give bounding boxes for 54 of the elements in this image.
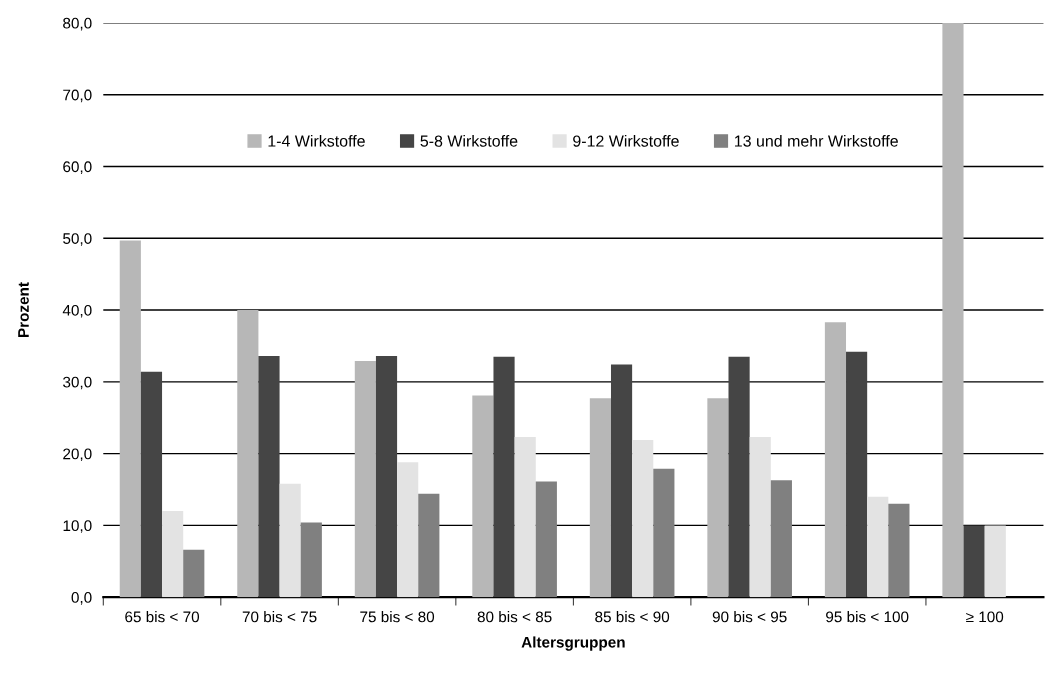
bar bbox=[942, 22, 964, 598]
y-tick-label: 70,0 bbox=[63, 89, 92, 103]
bar bbox=[707, 398, 729, 598]
y-tick-label: 50,0 bbox=[63, 233, 92, 246]
bar bbox=[824, 322, 847, 598]
bar bbox=[867, 496, 889, 598]
legend-label: 13 und mehr Wirkstoffe bbox=[735, 135, 898, 147]
x-tick-label: 65 bis < 70 bbox=[125, 611, 200, 623]
bar bbox=[375, 355, 398, 598]
bar bbox=[183, 549, 205, 598]
bar bbox=[888, 503, 910, 598]
y-tick-label: 60,0 bbox=[63, 161, 92, 174]
bar bbox=[749, 437, 771, 598]
bar bbox=[119, 240, 141, 598]
x-tick-label: 95 bis < 100 bbox=[826, 611, 909, 623]
legend-label: 9-12 Wirkstoffe bbox=[573, 135, 679, 147]
y-tick-label: 30,0 bbox=[63, 376, 92, 390]
x-tick-label: 90 bis < 95 bbox=[712, 611, 787, 623]
x-tick-label: 75 bis < 80 bbox=[360, 611, 435, 623]
bar bbox=[963, 525, 985, 598]
x-tick-label: ≥ 100 bbox=[966, 611, 1004, 623]
bar bbox=[258, 355, 280, 598]
bar bbox=[140, 371, 163, 598]
x-axis-title: Altersgruppen bbox=[521, 636, 625, 651]
bar bbox=[535, 481, 557, 598]
bar bbox=[770, 480, 792, 598]
y-tick-label: 0,0 bbox=[71, 592, 92, 605]
x-tick-label: 70 bis < 75 bbox=[242, 611, 317, 623]
bar bbox=[846, 351, 868, 598]
bar bbox=[472, 395, 494, 598]
bar bbox=[514, 437, 536, 598]
bar bbox=[728, 356, 750, 598]
bar bbox=[653, 468, 675, 598]
y-axis-title: Prozent bbox=[18, 282, 29, 338]
bar bbox=[493, 356, 515, 598]
bar bbox=[279, 483, 301, 598]
legend-label: 5-8 Wirkstoffe bbox=[420, 135, 518, 147]
y-tick-label: 10,0 bbox=[63, 520, 92, 533]
legend-label: 1-4 Wirkstoffe bbox=[268, 135, 365, 147]
bar bbox=[397, 462, 419, 598]
bar bbox=[418, 493, 440, 598]
y-tick-label: 40,0 bbox=[62, 304, 92, 318]
bar bbox=[300, 522, 322, 598]
x-tick-label: 80 bis < 85 bbox=[477, 611, 552, 623]
bar bbox=[237, 310, 259, 598]
y-tick-label: 20,0 bbox=[63, 448, 92, 462]
x-tick-label: 85 bis < 90 bbox=[595, 611, 670, 623]
bar bbox=[354, 361, 376, 598]
y-tick-label: 80,0 bbox=[63, 17, 92, 31]
bar bbox=[632, 439, 654, 598]
bar bbox=[162, 511, 184, 598]
bar bbox=[984, 525, 1006, 598]
bar bbox=[610, 364, 633, 598]
bar bbox=[589, 398, 611, 598]
